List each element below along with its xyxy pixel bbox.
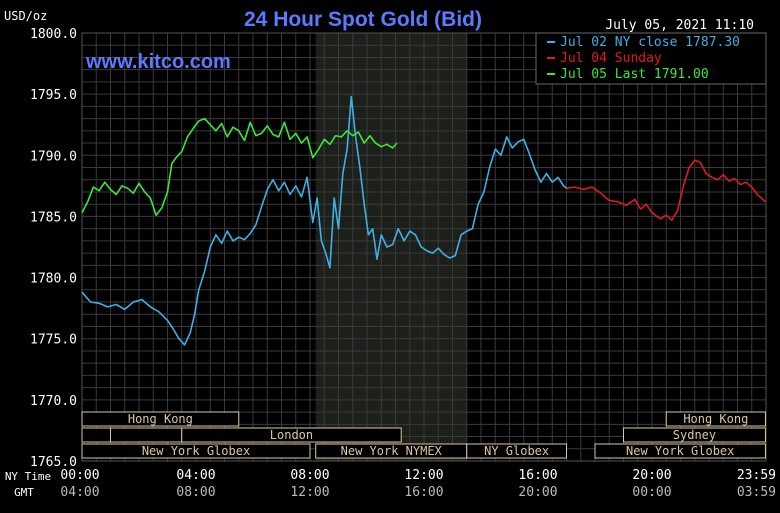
nymex-session-shade (315, 33, 467, 461)
brand-watermark: www.kitco.com (85, 51, 231, 73)
chart-title: 24 Hour Spot Gold (Bid) (244, 8, 482, 31)
market-session-label: New York NYMEX (341, 444, 443, 458)
x-tick-label-ny: 23:59 (737, 468, 776, 483)
y-tick-label: 1785.0 (30, 210, 77, 225)
y-tick-label: 1800.0 (30, 27, 77, 42)
y-tick-label: 1790.0 (30, 149, 77, 164)
x-tick-label-ny: 16:00 (518, 468, 557, 483)
market-session-bar (665, 411, 766, 427)
market-session-label: New York Globex (142, 444, 250, 458)
x-tick-label-ny: 12:00 (404, 468, 443, 483)
x-tick-label-ny: 04:00 (176, 468, 215, 483)
market-session-bar (81, 443, 311, 459)
legend-entry: Jul 02 NY close 1787.30 (560, 35, 740, 50)
price-series-line (81, 117, 398, 216)
x-tick-label-ny: 08:00 (290, 468, 329, 483)
market-session-bar (466, 443, 567, 459)
market-session-bar (181, 427, 402, 443)
market-session-label: New York Globex (626, 444, 734, 458)
x-tick-label-gmt: 00:00 (632, 485, 671, 500)
legend-entry: Jul 04 Sunday (560, 51, 662, 66)
y-tick-label: 1770.0 (30, 394, 77, 409)
x-tick-label-gmt: 08:00 (176, 485, 215, 500)
price-series-line (566, 159, 766, 221)
x-tick-label-gmt: 16:00 (404, 485, 443, 500)
x-tick-label-gmt: 20:00 (518, 485, 557, 500)
market-session-bar (81, 427, 111, 443)
market-session-bar (594, 443, 766, 459)
ny-time-axis-label: NY Time (5, 470, 51, 483)
plot-frame (81, 32, 767, 462)
x-tick-label-ny: 20:00 (632, 468, 671, 483)
y-tick-label: 1775.0 (30, 333, 77, 348)
x-tick-label-gmt: 12:00 (290, 485, 329, 500)
legend-box (535, 32, 767, 85)
market-session-bar (623, 427, 766, 443)
x-tick-label-gmt: 03:59 (737, 485, 776, 500)
y-tick-label: 1795.0 (30, 88, 77, 103)
market-session-label: Hong Kong (128, 412, 193, 426)
market-session-label: NY Globex (484, 444, 549, 458)
legend-entry: Jul 05 Last 1791.00 (560, 67, 709, 82)
y-tick-label: 1780.0 (30, 272, 77, 287)
y-axis-unit-label: USD/oz (4, 9, 47, 23)
x-tick-label-gmt: 04:00 (60, 485, 99, 500)
gmt-axis-label: GMT (14, 486, 34, 499)
chart-timestamp: July 05, 2021 11:10 (605, 18, 754, 33)
market-session-label: Sydney (673, 428, 716, 442)
y-tick-label: 1765.0 (30, 455, 77, 470)
market-session-label: London (270, 428, 313, 442)
x-tick-label-ny: 00:00 (60, 468, 99, 483)
market-session-bar (110, 427, 183, 443)
price-series-line (81, 95, 568, 346)
market-session-label: Hong Kong (683, 412, 748, 426)
market-session-bar (81, 411, 240, 427)
